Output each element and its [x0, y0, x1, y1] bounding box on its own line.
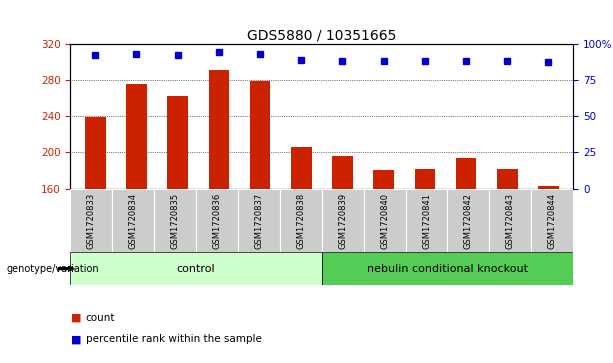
Text: GSM1720838: GSM1720838: [296, 192, 305, 249]
Text: GSM1720839: GSM1720839: [338, 192, 348, 249]
Bar: [280, 189, 322, 252]
Bar: [531, 189, 573, 252]
Title: GDS5880 / 10351665: GDS5880 / 10351665: [247, 28, 397, 42]
Bar: [497, 169, 517, 189]
Text: ■: ■: [70, 334, 81, 344]
Bar: [538, 186, 558, 189]
Text: GSM1720840: GSM1720840: [380, 192, 389, 249]
Bar: [85, 117, 105, 189]
Text: GSM1720837: GSM1720837: [254, 192, 264, 249]
Bar: [249, 81, 270, 189]
Text: GSM1720835: GSM1720835: [170, 192, 180, 249]
Text: GSM1720833: GSM1720833: [87, 192, 96, 249]
Bar: [154, 189, 196, 252]
Bar: [447, 189, 489, 252]
Text: GSM1720834: GSM1720834: [129, 192, 138, 249]
Text: count: count: [86, 313, 115, 323]
Bar: [332, 156, 352, 189]
Text: ■: ■: [70, 313, 81, 323]
Bar: [373, 170, 394, 189]
Bar: [322, 252, 573, 285]
Bar: [126, 84, 147, 189]
Bar: [208, 70, 229, 189]
Text: genotype/variation: genotype/variation: [6, 264, 99, 274]
Bar: [167, 96, 188, 189]
Bar: [238, 189, 280, 252]
Text: GSM1720844: GSM1720844: [547, 192, 557, 249]
Bar: [70, 189, 112, 252]
Bar: [364, 189, 406, 252]
Text: GSM1720842: GSM1720842: [464, 192, 473, 249]
Bar: [196, 189, 238, 252]
Bar: [70, 252, 322, 285]
Bar: [406, 189, 447, 252]
Bar: [455, 158, 476, 189]
Bar: [291, 147, 311, 189]
Bar: [414, 169, 435, 189]
Text: control: control: [177, 264, 216, 274]
Text: GSM1720841: GSM1720841: [422, 192, 431, 249]
Bar: [322, 189, 364, 252]
Bar: [112, 189, 154, 252]
Text: GSM1720836: GSM1720836: [213, 192, 222, 249]
Text: nebulin conditional knockout: nebulin conditional knockout: [367, 264, 528, 274]
Text: percentile rank within the sample: percentile rank within the sample: [86, 334, 262, 344]
Text: GSM1720843: GSM1720843: [506, 192, 515, 249]
Bar: [489, 189, 531, 252]
